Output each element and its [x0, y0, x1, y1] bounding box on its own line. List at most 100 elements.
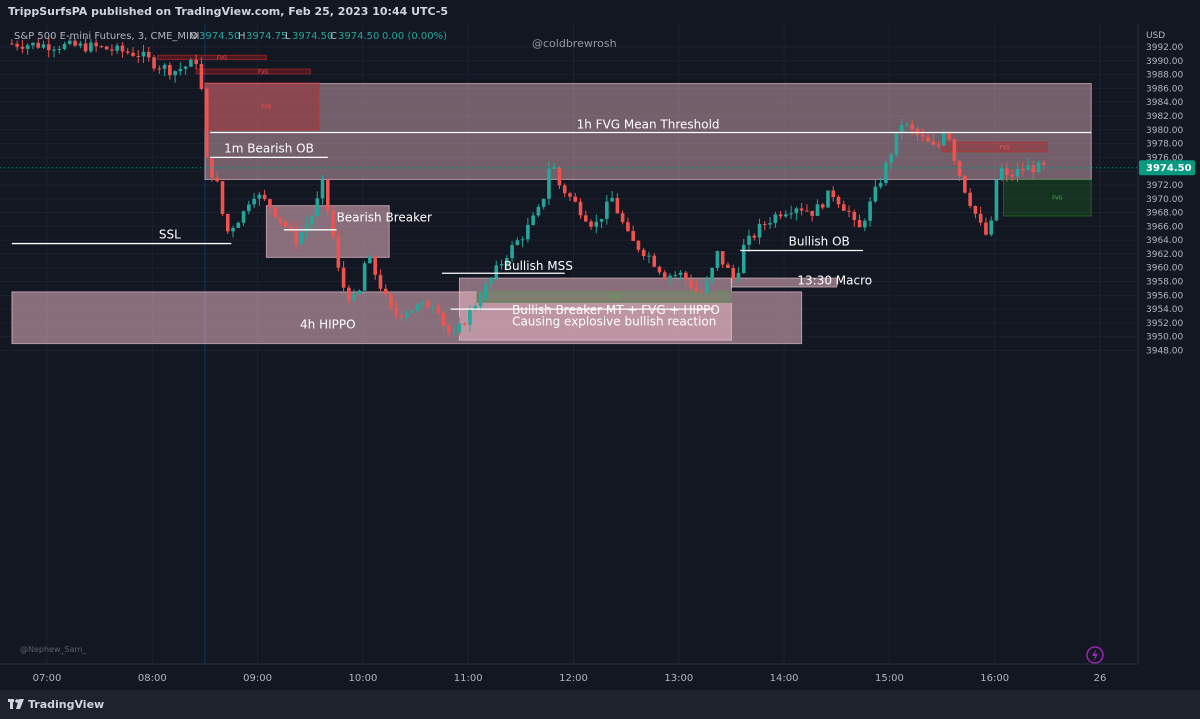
price-tick-label: 3978.00 — [1146, 140, 1183, 150]
time-axis[interactable] — [0, 664, 1200, 690]
label-bullish-mss: Bullish MSS — [504, 259, 573, 273]
label-4h-hippo: 4h HIPPO — [300, 317, 356, 331]
candle-body — [20, 46, 25, 49]
zone-13-30-macro[interactable] — [730, 277, 838, 288]
candle-body — [768, 223, 772, 225]
candle-body — [915, 128, 920, 135]
candle-body — [136, 55, 141, 57]
candle-body — [799, 208, 804, 211]
candle-body — [252, 198, 256, 205]
candle-body — [841, 204, 846, 211]
zone-fvg-1540[interactable] — [941, 141, 1048, 153]
candle-body — [720, 251, 725, 265]
candle-body — [373, 256, 377, 275]
candle-body — [52, 49, 56, 51]
candle-body — [141, 51, 146, 57]
zone-fvg-0810[interactable] — [157, 54, 267, 60]
zone-fvg-1540-label: FVG — [1000, 145, 1010, 151]
candle-body — [431, 307, 435, 309]
candle-body — [789, 213, 793, 215]
candle-body — [594, 221, 599, 227]
candle-body — [605, 201, 609, 219]
candle-body — [1010, 174, 1015, 177]
candle-body — [873, 186, 878, 202]
footer-brand: TradingView — [28, 698, 105, 711]
candle-body — [289, 227, 293, 229]
candle-body — [89, 42, 93, 52]
candle-body — [146, 51, 151, 58]
price-tick-label: 3966.00 — [1146, 222, 1183, 232]
chart-background — [0, 24, 1200, 690]
zone-fvg-0835[interactable] — [204, 82, 320, 131]
candle-body — [631, 231, 635, 241]
price-chart[interactable]: FVG FVG FVG FVG FVG FVG 1h FVG Mean Threshold 1… — [0, 24, 1200, 690]
candle-body — [910, 124, 915, 129]
candle-body — [926, 136, 930, 142]
candle-body — [236, 222, 241, 228]
candle-body — [478, 299, 483, 307]
candle-body — [515, 240, 520, 246]
candle-body — [389, 294, 393, 309]
candle-body — [647, 255, 651, 257]
label-ssl: SSL — [159, 228, 181, 242]
candle-body — [15, 43, 19, 47]
price-tick-label: 3976.00 — [1146, 153, 1183, 163]
zone-fvg-1610[interactable] — [1002, 178, 1092, 217]
time-tick-label: 15:00 — [875, 673, 904, 684]
lightning-icon[interactable] — [1086, 646, 1104, 664]
zone-fvg-1110[interactable] — [476, 291, 732, 303]
candle-body — [673, 275, 678, 277]
candle-body — [73, 40, 77, 46]
candle-body — [889, 154, 893, 164]
candle-body — [836, 196, 841, 205]
candle-body — [815, 204, 820, 216]
close-value: 3974.50 — [338, 31, 379, 42]
zone-fvg-0825[interactable] — [195, 68, 311, 75]
candle-body — [863, 220, 867, 228]
price-axis[interactable] — [1138, 24, 1200, 664]
candle-body — [115, 45, 119, 51]
candle-body — [25, 45, 30, 49]
candle-body — [1031, 165, 1036, 173]
low-label: L — [285, 31, 291, 42]
candle-body — [410, 310, 414, 314]
candle-body — [273, 207, 277, 218]
price-tick-label: 3964.00 — [1146, 236, 1183, 246]
candle-body — [378, 274, 383, 289]
candle-body — [573, 196, 578, 202]
candle-body — [847, 210, 851, 212]
candle-body — [599, 218, 604, 222]
watermark: @coldbrewrosh — [532, 37, 617, 50]
candle-body — [531, 215, 535, 225]
candle-body — [857, 220, 862, 228]
candle-body — [615, 197, 620, 214]
candle-body — [426, 301, 430, 308]
candle-body — [1005, 168, 1009, 175]
candle-body — [468, 309, 472, 325]
candle-body — [462, 323, 467, 325]
candle-body — [520, 239, 525, 241]
watermark-bottom: @Nephew_Sam_ — [20, 645, 87, 654]
candles-layer[interactable] — [10, 36, 1046, 338]
candle-body — [510, 245, 514, 259]
candle-body — [694, 287, 699, 292]
current-price-badge: 3974.50 — [1139, 160, 1195, 176]
candle-body — [99, 46, 104, 48]
candle-body — [957, 161, 962, 176]
candle-body — [778, 214, 783, 217]
candle-body — [942, 132, 946, 146]
zone-layer — [11, 54, 1092, 345]
candle-body — [420, 301, 425, 305]
zone-fvg-0835-label: FVG — [261, 104, 271, 110]
price-tick-label: 3950.00 — [1146, 333, 1183, 343]
candle-body — [131, 52, 135, 56]
candle-body — [684, 272, 688, 280]
candle-body — [499, 264, 504, 266]
candle-body — [452, 332, 456, 334]
candle-body — [1036, 162, 1041, 173]
candle-body — [920, 134, 925, 137]
candle-body — [225, 213, 230, 232]
candle-body — [589, 221, 593, 227]
candle-body — [41, 44, 46, 48]
candle-body — [168, 65, 172, 76]
